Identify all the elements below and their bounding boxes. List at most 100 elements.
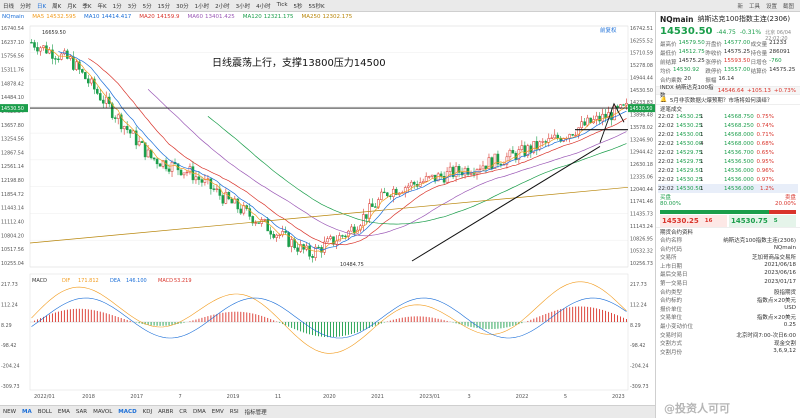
news-notice[interactable]: 🔔 5月非农数据火爆预期？市场将如何演绎？ <box>656 95 800 104</box>
contract-info-row: 合约类型 股指期货 <box>660 288 796 297</box>
tick-price: 14529.50 <box>676 167 703 174</box>
candle-body <box>371 203 374 207</box>
period-button[interactable]: 分时 <box>20 3 32 10</box>
period-button[interactable]: 30分 <box>176 3 189 10</box>
quote-panel: NQmain 纳斯达克100指数主连(2306) 14530.50 -44.75… <box>655 12 800 418</box>
candle-body <box>42 45 45 49</box>
price-tick-label: 10517.56 <box>1 247 24 253</box>
period-button[interactable]: 月K <box>67 3 77 10</box>
indicator-tab[interactable]: ARBR <box>158 409 174 415</box>
price-tick-label: 13254.56 <box>1 137 24 143</box>
candle-body <box>478 168 482 171</box>
contract-info-row: 交易单位 指数点×20美元 <box>660 313 796 322</box>
macd-pane-border <box>29 273 629 391</box>
contract-info-value: 0.25 <box>783 321 796 328</box>
candle-body <box>311 256 314 258</box>
indicator-tab[interactable]: MAVOL <box>93 409 113 415</box>
chart-annotation: 日线震荡上行，支撑13800压力14500 <box>212 56 386 69</box>
period-button[interactable]: 季K <box>82 3 92 10</box>
period-button[interactable]: 15分 <box>157 3 171 10</box>
ma-legend-item: MA60 13401.425 <box>187 14 234 23</box>
contract-info-value: NQmain <box>773 244 796 251</box>
period-button[interactable]: 日线 <box>3 3 15 10</box>
candle-body <box>532 141 536 153</box>
tick-row: 22:02 14530.25 1 14568.250 0.74% <box>658 121 798 130</box>
candle-body <box>116 114 120 119</box>
period-button[interactable]: 日K <box>37 3 47 10</box>
toolbar-tool-button[interactable]: 截图 <box>782 3 794 10</box>
toolbar-tool-button[interactable]: 工具 <box>748 3 760 10</box>
indicator-tab[interactable]: EMA <box>57 409 70 415</box>
kline-chart[interactable]: 16740.54 16237.10 15756.56 15311.76 14878.42… <box>0 12 655 405</box>
indicator-tab[interactable]: NEW <box>3 409 17 415</box>
quote-stat-label: 结算价 <box>750 69 768 75</box>
quote-stat-value: 14512.75 <box>678 49 705 55</box>
candle-body <box>51 49 54 59</box>
ma120-line <box>207 116 627 225</box>
depth-pct: 0.75% <box>756 113 774 120</box>
indicator-tab[interactable]: SAR <box>75 409 88 415</box>
toolbar-tool-button[interactable]: 新 <box>737 3 743 10</box>
price-tick-label-right: 12335.06 <box>630 174 653 180</box>
candle-body <box>487 157 491 170</box>
price-tick-label-right: 10826.95 <box>630 236 653 242</box>
kline-chart-area[interactable]: 16740.54 16237.10 15756.56 15311.76 14878.42… <box>0 12 655 405</box>
period-button[interactable]: 3小时 <box>235 3 251 10</box>
period-button[interactable]: 1分 <box>112 3 122 10</box>
indicator-tab[interactable]: RSI <box>229 409 239 415</box>
quote-stat-label: 持仓量 <box>750 51 768 57</box>
period-button[interactable]: 1小时 <box>194 3 210 10</box>
contract-info-row: 交易时间 北京时间7:00-次日6:00 <box>660 331 796 340</box>
macd-legend-value: 53.219 <box>174 278 192 284</box>
candle-body <box>296 247 299 252</box>
toolbar-tool-button[interactable]: 设置 <box>765 3 777 10</box>
period-button[interactable]: 2小时 <box>215 3 230 10</box>
candle-body <box>275 234 278 238</box>
price-tick-label-right: 15278.08 <box>630 63 653 69</box>
candle-body <box>122 126 126 130</box>
candle-body <box>341 235 344 237</box>
index-row[interactable]: INDX 纳斯达克100指数 14546.64 +105.13 +0.73% <box>656 85 800 99</box>
period-button[interactable]: 3分 <box>127 3 137 10</box>
contract-info-key: 上市日期 <box>660 263 683 270</box>
candle-body <box>107 96 111 105</box>
candle-body <box>619 104 622 108</box>
period-button[interactable]: 5秒 <box>293 3 303 10</box>
buy-ratio <box>660 210 769 214</box>
ask-box[interactable]: 14530.75 5 <box>729 215 796 227</box>
indicator-tab[interactable]: 指标管理 <box>244 410 267 416</box>
candle-body <box>57 58 60 60</box>
period-button[interactable]: 周K <box>52 3 62 10</box>
period-button[interactable]: 5分 <box>142 3 152 10</box>
quote-stat: 跌停价 13557.00 <box>705 67 750 75</box>
period-button[interactable]: 4小时 <box>256 3 271 10</box>
candle-body <box>140 141 144 143</box>
indicator-tab[interactable]: MACD <box>118 409 137 415</box>
candle-body <box>383 191 386 194</box>
period-button[interactable]: 年K <box>97 3 107 10</box>
macd-tick-label: -98.42 <box>1 343 16 349</box>
quote-stat: 均价 14530.92 <box>660 67 705 75</box>
indicator-tab[interactable]: CR <box>179 409 187 415</box>
indicator-tab[interactable]: KDJ <box>142 409 153 415</box>
candle-body <box>212 188 216 190</box>
indicator-tab[interactable]: DMA <box>192 409 206 415</box>
contract-info-value: 现金交割 <box>773 341 796 348</box>
bid-box[interactable]: 14530.25 16 <box>660 215 727 227</box>
price-tick-label: 11112.40 <box>1 220 24 226</box>
period-button[interactable]: 55秒K <box>308 3 325 10</box>
quote-stat-value: 16.14 <box>718 76 735 82</box>
price-tick-label-right: 14944.44 <box>630 75 653 81</box>
ma-legend-item: MA250 12302.175 <box>302 14 353 23</box>
ask-qty: 5 <box>773 218 778 224</box>
candle-body <box>622 104 625 106</box>
indicator-tab[interactable]: EMV <box>211 409 224 415</box>
period-button[interactable]: Tick <box>276 1 288 8</box>
indicator-tab[interactable]: MA <box>22 409 32 415</box>
indicator-tab[interactable]: BOLL <box>37 409 52 415</box>
contract-info-row: 第一交易日 2023/01/17 <box>660 279 796 288</box>
tick-qty: 1 <box>700 185 704 192</box>
candle-body <box>448 166 452 172</box>
candle-body <box>257 222 261 224</box>
x-axis-label: 7 <box>179 394 182 400</box>
